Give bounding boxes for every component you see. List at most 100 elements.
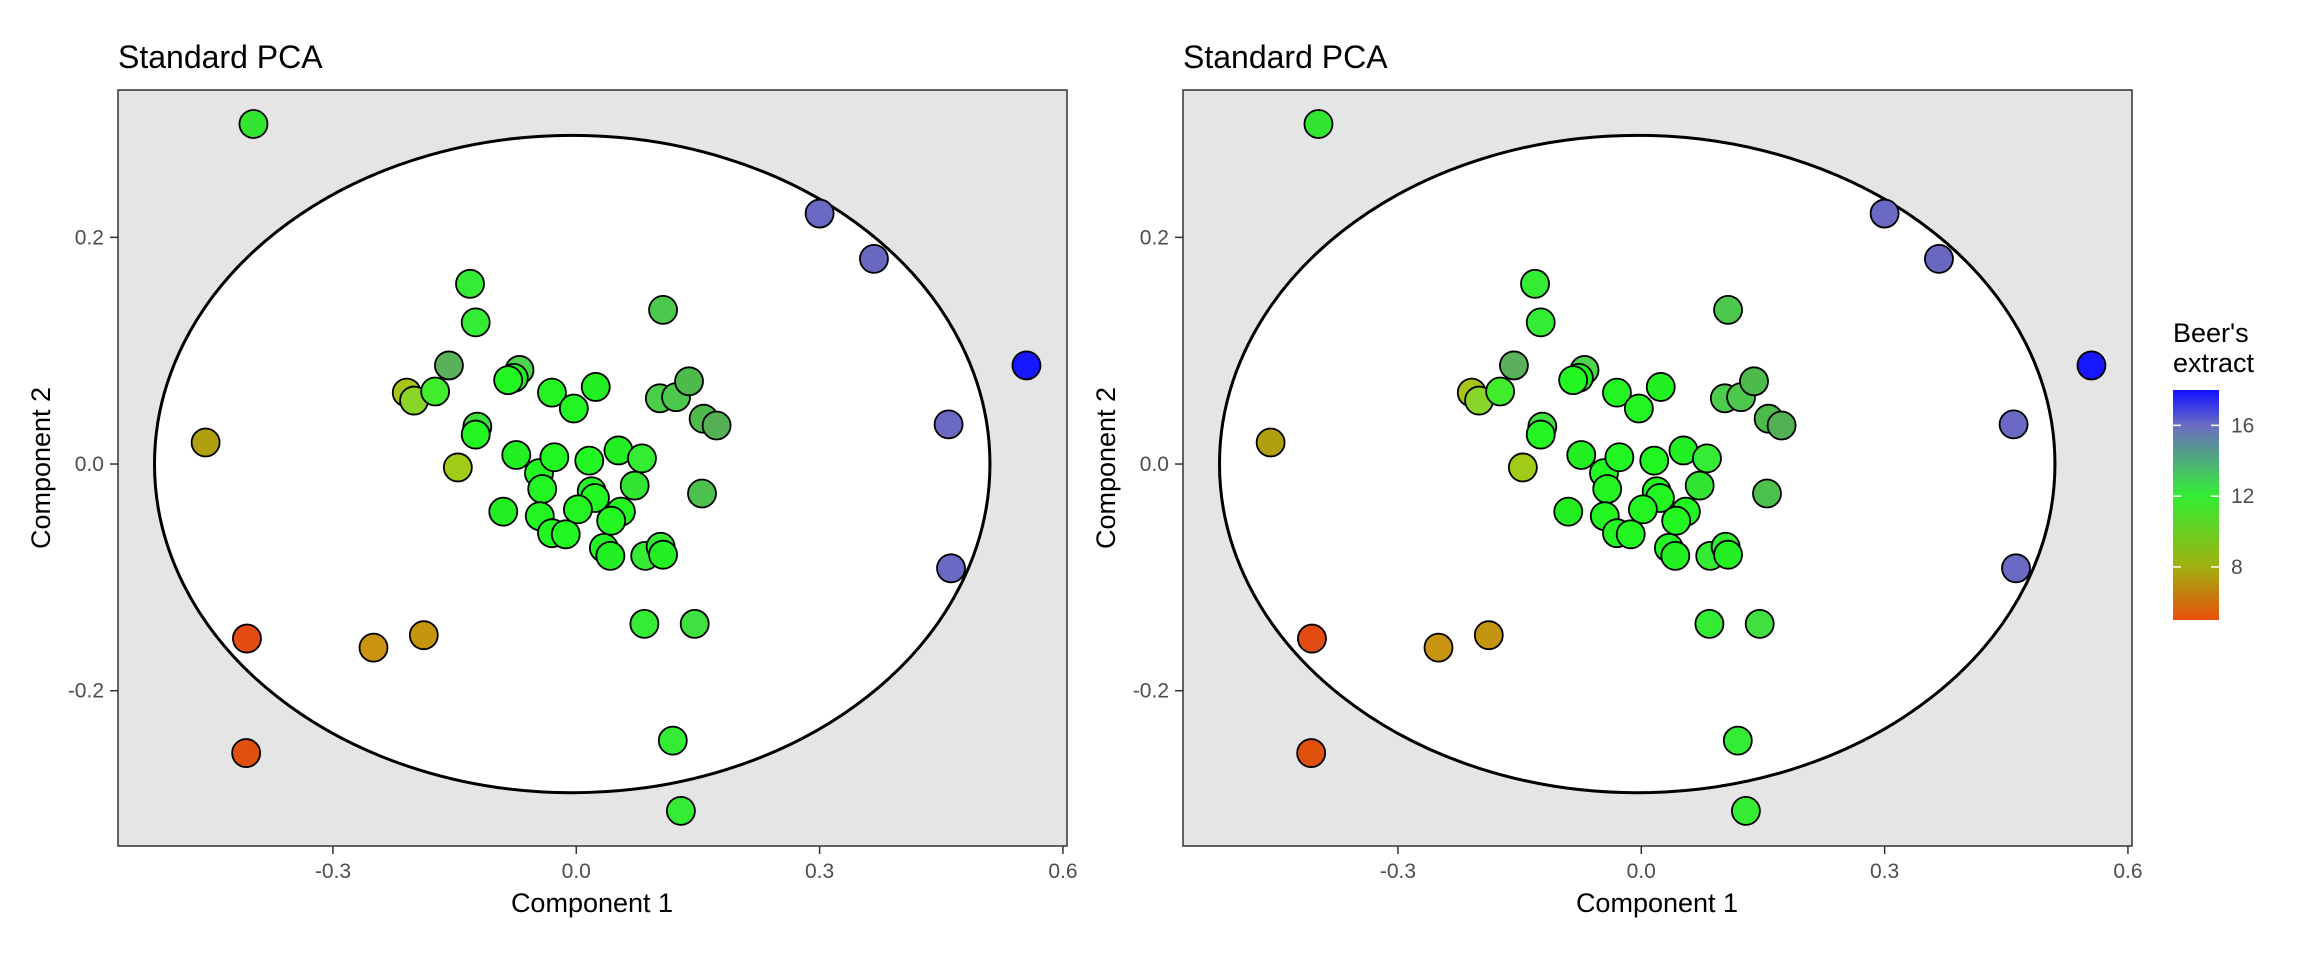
- data-point: [657, 725, 688, 756]
- reference-ellipse: [1218, 133, 2057, 795]
- x-tick-label: 0.6: [1048, 860, 1077, 883]
- data-point: [1713, 539, 1743, 570]
- data-point: [455, 268, 485, 299]
- reference-ellipse: [153, 133, 992, 795]
- data-point: [595, 540, 626, 571]
- data-point: [574, 445, 605, 476]
- y-tick-label: -0.2: [68, 680, 104, 703]
- data-point: [1473, 620, 1504, 651]
- data-point: [563, 494, 593, 525]
- y-tick-label: 0.0: [1140, 453, 1169, 476]
- data-point: [2076, 350, 2107, 381]
- data-point: [1604, 442, 1635, 473]
- data-point: [1628, 494, 1658, 525]
- data-point: [1011, 350, 1042, 381]
- data-point: [629, 608, 660, 639]
- data-point: [460, 307, 491, 338]
- data-point: [558, 393, 589, 424]
- chart-title: Standard PCA: [1183, 39, 1388, 75]
- data-point: [1744, 608, 1775, 639]
- data-point: [1766, 410, 1797, 441]
- data-point: [687, 478, 717, 509]
- data-point: [527, 474, 558, 504]
- data-point: [1998, 409, 2029, 440]
- data-point: [933, 409, 964, 440]
- y-tick-label: 0.0: [75, 453, 104, 476]
- data-point: [408, 620, 439, 651]
- data-point: [238, 109, 269, 139]
- data-point: [1869, 198, 1900, 229]
- points-layer: [190, 109, 1042, 826]
- x-axis: -0.3 0.0 0.3 0.6: [1380, 846, 2143, 883]
- data-point: [1684, 470, 1715, 501]
- data-point: [232, 623, 262, 654]
- x-tick-label: 0.6: [2113, 860, 2142, 883]
- data-point: [488, 496, 519, 527]
- data-point: [859, 243, 889, 274]
- data-point: [1525, 307, 1556, 338]
- data-point: [493, 365, 524, 396]
- data-point: [501, 440, 532, 470]
- data-point: [580, 372, 611, 402]
- chart-title: Standard PCA: [118, 39, 323, 75]
- data-point: [1525, 419, 1556, 450]
- x-tick-label: 0.3: [805, 860, 834, 883]
- data-point: [1485, 376, 1516, 407]
- x-tick-label: 0.0: [562, 860, 591, 883]
- data-point: [1499, 350, 1529, 381]
- legend-tick-label: 16: [2231, 414, 2254, 437]
- data-point: [1722, 725, 1753, 756]
- data-point: [1713, 294, 1743, 325]
- data-point: [420, 376, 451, 407]
- chart-panel-right: Standard PCA -0.3 0.0 0.3 0.6 -0.2 0.0 0.2 Co…: [1091, 39, 2143, 918]
- data-point: [1558, 365, 1589, 396]
- data-point: [2001, 553, 2031, 584]
- data-point: [434, 350, 464, 381]
- data-point: [619, 470, 650, 501]
- legend-tick-label: 12: [2231, 485, 2254, 508]
- data-point: [804, 198, 835, 229]
- data-point: [190, 427, 221, 458]
- data-point: [539, 442, 570, 473]
- y-axis: -0.2 0.0 0.2: [68, 226, 118, 703]
- data-point: [648, 294, 678, 325]
- data-point: [460, 419, 491, 450]
- data-point: [1694, 608, 1725, 639]
- x-axis-label: Component 1: [511, 888, 673, 918]
- data-point: [1752, 478, 1782, 509]
- data-point: [550, 519, 581, 550]
- points-layer: [1255, 109, 2107, 826]
- data-point: [358, 632, 389, 663]
- data-point: [701, 410, 732, 441]
- y-axis: -0.2 0.0 0.2: [1133, 226, 1183, 703]
- y-axis-label: Component 2: [26, 387, 56, 549]
- y-tick-label: -0.2: [1133, 680, 1169, 703]
- data-point: [1296, 738, 1327, 768]
- y-tick-label: 0.2: [1140, 226, 1169, 249]
- data-point: [1661, 505, 1692, 536]
- data-point: [1639, 445, 1670, 476]
- data-point: [679, 608, 710, 639]
- x-tick-label: 0.3: [1870, 860, 1899, 883]
- data-point: [1592, 474, 1623, 504]
- data-point: [1924, 243, 1954, 274]
- data-point: [1507, 452, 1538, 483]
- x-tick-label: 0.0: [1627, 860, 1656, 883]
- legend-title-line2: extract: [2173, 348, 2255, 378]
- x-tick-label: -0.3: [315, 860, 351, 883]
- x-tick-label: -0.3: [1380, 860, 1416, 883]
- data-point: [1731, 795, 1761, 826]
- data-point: [537, 377, 567, 408]
- data-point: [1623, 393, 1654, 424]
- chart-panel-left: Standard PCA -0.3 0.0 0.3 0.6 -0.2 0.0 0.2 Co…: [26, 39, 1078, 918]
- x-axis-label: Component 1: [1576, 888, 1738, 918]
- data-point: [1297, 623, 1327, 654]
- legend-ticks: 8 12 16: [2173, 414, 2254, 579]
- data-point: [1615, 519, 1646, 550]
- data-point: [627, 443, 657, 474]
- legend-title-line1: Beer's: [2173, 318, 2249, 348]
- y-axis-label: Component 2: [1091, 387, 1121, 549]
- color-legend: Beer's extract 8 12 16: [2173, 318, 2255, 620]
- data-point: [648, 539, 678, 570]
- data-point: [596, 505, 627, 536]
